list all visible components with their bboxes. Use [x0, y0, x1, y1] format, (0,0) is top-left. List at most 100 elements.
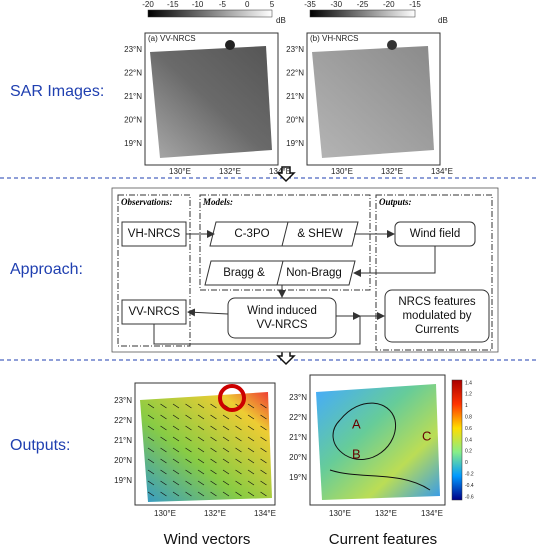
wind-arrow — [185, 447, 192, 453]
lat-label: 23°N — [289, 393, 307, 402]
wind-arrow — [210, 414, 217, 420]
wind-arrow — [235, 480, 242, 486]
typhoon-eye — [387, 40, 397, 50]
colorbar-tick: 0.6 — [465, 426, 472, 432]
wind-arrow — [197, 469, 205, 475]
wind-arrow — [210, 491, 217, 497]
wind-arrow — [160, 491, 167, 497]
wind-map — [140, 392, 272, 502]
wind-arrow — [210, 436, 217, 442]
colorbar-tick: 1.2 — [465, 392, 472, 398]
wind-arrow — [222, 458, 230, 464]
colorbar-tick: -30 — [330, 0, 342, 9]
lat-label: 20°N — [286, 116, 304, 125]
wind-arrow — [197, 447, 205, 453]
wind-arrow — [185, 458, 192, 464]
edge — [187, 308, 229, 317]
wind-arrow — [222, 491, 230, 497]
lat-label: 22°N — [286, 69, 304, 78]
wind-arrow — [172, 403, 180, 409]
wind-arrow — [210, 425, 217, 431]
wind-arrow — [222, 414, 230, 420]
node-box — [227, 297, 337, 339]
lon-label: 130°E — [331, 167, 353, 176]
lat-label: 20°N — [289, 453, 307, 462]
region-label: B — [352, 446, 361, 461]
wind-arrow — [160, 458, 167, 464]
colorbar-tick: -35 — [304, 0, 316, 9]
wind-arrow — [185, 480, 192, 486]
caption: Current features — [329, 531, 437, 548]
lat-label: 20°N — [124, 116, 142, 125]
wind-arrow — [185, 436, 192, 442]
lon-label: 132°E — [381, 167, 403, 176]
wind-arrow — [210, 447, 217, 453]
wind-arrow — [147, 447, 155, 453]
caption: Wind vectors — [164, 531, 251, 548]
colorbar-tick: 0.2 — [465, 449, 472, 455]
lat-label: 19°N — [289, 473, 307, 482]
lon-label: 132°E — [375, 509, 397, 518]
wind-arrow — [210, 403, 217, 409]
wind-arrow — [210, 469, 217, 475]
lat-label: 21°N — [286, 92, 304, 101]
wind-arrow — [147, 425, 155, 431]
wind-arrow — [260, 403, 267, 409]
lat-label: 19°N — [114, 476, 132, 485]
wind-arrow — [260, 436, 267, 442]
wind-arrow — [160, 403, 167, 409]
wind-arrow — [247, 425, 255, 431]
group-box — [117, 194, 191, 347]
colorbar-tick: 1.4 — [465, 380, 472, 386]
wind-arrow — [235, 436, 242, 442]
lat-label: 19°N — [124, 139, 142, 148]
wind-arrow — [222, 436, 230, 442]
wind-arrow — [147, 436, 155, 442]
wind-arrow — [147, 469, 155, 475]
wind-arrow — [197, 414, 205, 420]
wind-arrow — [160, 414, 167, 420]
group-label: Observations: — [121, 197, 173, 207]
wind-arrow — [235, 469, 242, 475]
wind-arrow — [235, 491, 242, 497]
lon-label: 130°E — [169, 167, 191, 176]
node-label: & SHEW — [297, 228, 343, 240]
colorbar-tick: -20 — [383, 0, 395, 9]
wind-arrow — [247, 491, 255, 497]
lon-label: 130°E — [329, 509, 351, 518]
wind-arrow — [185, 469, 192, 475]
wind-arrow — [247, 480, 255, 486]
node-label: VV-NRCS — [128, 306, 179, 318]
lat-label: 19°N — [286, 139, 304, 148]
wind-arrow — [260, 447, 267, 453]
node-label: Wind field — [410, 228, 461, 240]
wind-arrow — [185, 403, 192, 409]
lat-label: 22°N — [114, 416, 132, 425]
wind-arrow — [147, 414, 155, 420]
wind-arrow — [260, 425, 267, 431]
colorbar-tick: 0 — [465, 460, 468, 466]
node-box — [384, 289, 490, 343]
edge — [153, 312, 385, 345]
wind-arrow — [160, 436, 167, 442]
lon-label: 134°E — [269, 167, 291, 176]
wind-arrow — [197, 491, 205, 497]
node-label: VV-NRCS — [256, 319, 307, 331]
colorbar-tick: -5 — [219, 0, 227, 9]
lat-label: 22°N — [124, 69, 142, 78]
wind-arrow — [172, 436, 180, 442]
wind-arrow — [197, 458, 205, 464]
region-label: A — [352, 416, 361, 431]
wind-arrow — [197, 436, 205, 442]
colorbar-tick: -0.6 — [465, 494, 474, 500]
wind-arrow — [197, 425, 205, 431]
node-label: Wind induced — [247, 305, 317, 317]
node-label: NRCS features — [398, 296, 476, 308]
edge — [353, 246, 436, 277]
node-label: Bragg & — [223, 267, 265, 279]
wind-arrow — [235, 458, 242, 464]
panel-label: (a) VV-NRCS — [148, 34, 196, 43]
colorbar-tick: 5 — [270, 0, 275, 9]
wind-arrow — [147, 491, 155, 497]
wind-arrow — [260, 469, 267, 475]
